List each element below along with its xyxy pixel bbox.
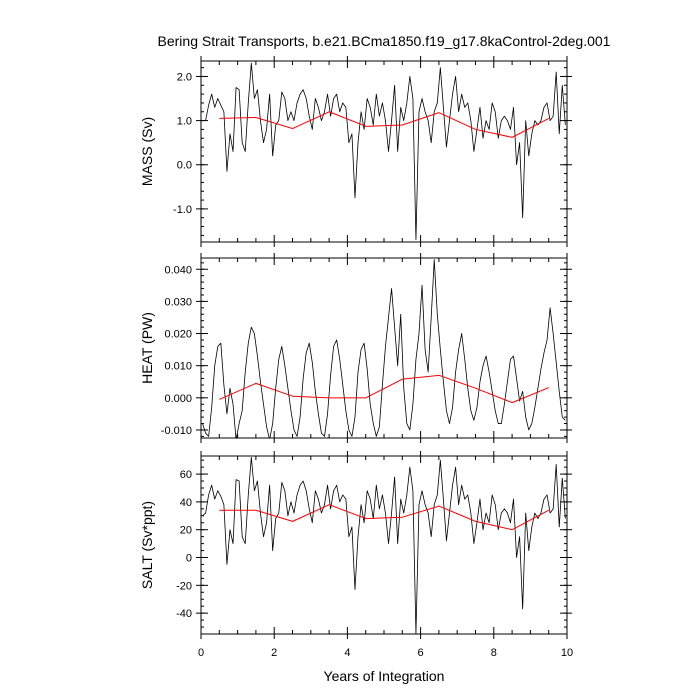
salt-monthly-line bbox=[202, 456, 566, 634]
salt-y-tick-label: 60 bbox=[180, 469, 192, 481]
mass-series-group bbox=[202, 62, 566, 241]
x-tick-label: 0 bbox=[198, 647, 204, 659]
salt-y-tick-label: -40 bbox=[176, 608, 192, 620]
salt-y-tick-label: 40 bbox=[180, 497, 192, 509]
heat-y-axis-label: HEAT (PW) bbox=[139, 312, 155, 384]
mass-y-axis-label: MASS (Sv) bbox=[139, 117, 155, 186]
x-tick-label: 8 bbox=[491, 647, 497, 659]
salt-panel: -40 -20 0 20 40 60 SALT (Sv*ppt) bbox=[139, 451, 572, 639]
heat-series-group bbox=[202, 259, 566, 438]
x-tick-label: 4 bbox=[344, 647, 350, 659]
heat-y-tick-label: 0.040 bbox=[164, 264, 192, 276]
mass-y-tick-label: 0.0 bbox=[177, 160, 192, 172]
salt-y-tick-label: 20 bbox=[180, 525, 192, 537]
x-axis: 0 2 4 6 8 10 bbox=[198, 647, 573, 659]
heat-y-tick-label: -0.010 bbox=[161, 425, 192, 437]
mass-annual-line bbox=[219, 111, 549, 138]
x-tick-label: 6 bbox=[418, 647, 424, 659]
chart-title: Bering Strait Transports, b.e21.BCma1850… bbox=[158, 33, 611, 49]
mass-monthly-line bbox=[202, 62, 566, 241]
mass-y-tick-label: 2.0 bbox=[177, 71, 192, 83]
salt-y-tick-label: -20 bbox=[176, 580, 192, 592]
mass-panel: -1.0 0.0 1.0 2.0 MASS (Sv) bbox=[139, 56, 572, 247]
salt-y-tick-label: 0 bbox=[186, 553, 192, 565]
panels-group: -1.0 0.0 1.0 2.0 MASS (Sv) -0.010 0.000 0.010 0.… bbox=[139, 56, 572, 639]
x-tick-label: 2 bbox=[271, 647, 277, 659]
heat-y-tick-label: 0.010 bbox=[164, 361, 192, 373]
heat-panel: -0.010 0.000 0.010 0.020 0.030 0.040 HEAT (PW) bbox=[139, 253, 572, 443]
mass-y-tick-label: 1.0 bbox=[177, 116, 192, 128]
x-tick-label: 10 bbox=[561, 647, 573, 659]
salt-series-group bbox=[202, 456, 566, 634]
heat-y-tick-label: 0.030 bbox=[164, 296, 192, 308]
salt-annual-line bbox=[219, 504, 549, 531]
x-axis-label: Years of Integration bbox=[324, 668, 445, 684]
mass-y-tick-label: -1.0 bbox=[173, 204, 192, 216]
heat-y-tick-label: 0.000 bbox=[164, 393, 192, 405]
heat-monthly-line bbox=[202, 259, 566, 438]
heat-annual-line bbox=[219, 374, 549, 404]
heat-y-tick-label: 0.020 bbox=[164, 329, 192, 341]
salt-y-axis-label: SALT (Sv*ppt) bbox=[139, 501, 155, 589]
